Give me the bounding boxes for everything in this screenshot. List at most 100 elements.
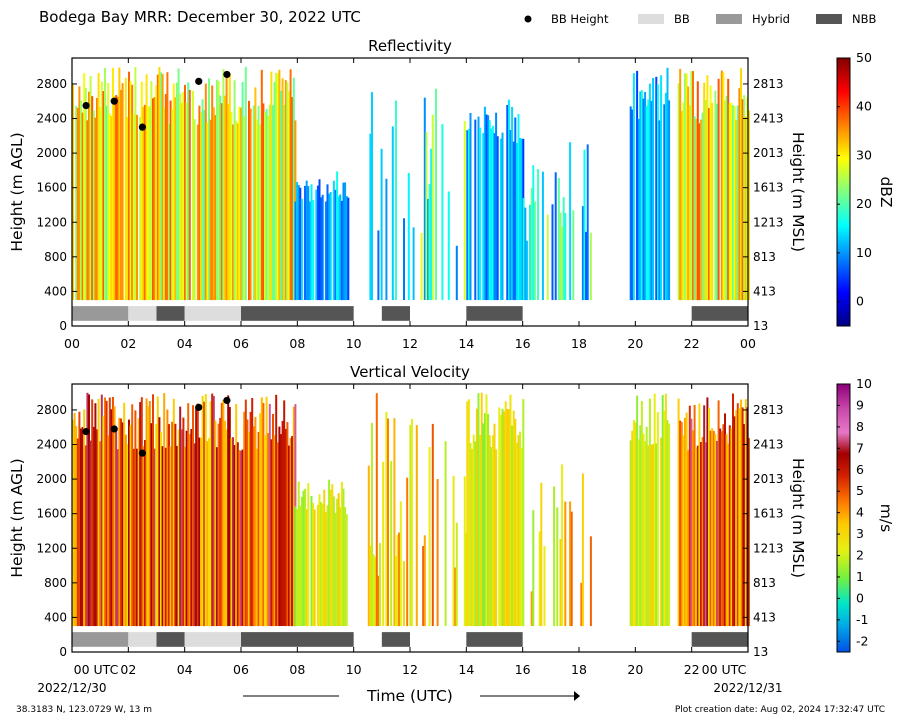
data-stripe [94,403,97,627]
data-stripe [423,535,426,627]
y-tick-label-left: 800 [44,576,67,590]
data-stripe [172,83,175,301]
colorbar-gradient [836,383,851,653]
data-stripe [265,108,268,301]
data-stripe [532,165,535,301]
data-stripe [134,67,137,301]
classification-bar [72,306,748,321]
y-tick-label-left: 400 [44,610,67,624]
data-stripe [251,398,254,627]
plot-creation-date: Plot creation date: Aug 02, 2024 17:32:4… [674,705,885,715]
y-axis-label-left: Height (m AGL) [8,132,26,251]
data-stripe [685,73,688,301]
data-stripe [744,116,747,301]
data-stripe [244,399,247,627]
data-stripe [129,80,132,300]
data-stripe [375,393,378,626]
x-tick-label: 14 [458,336,474,351]
data-stripe [690,418,693,627]
data-stripe [120,418,122,626]
data-stripe [96,429,98,626]
data-stripe [559,212,562,300]
data-stripe [344,507,347,626]
data-stripe [687,86,690,301]
data-stripe [743,95,746,301]
y-tick-label-left: 400 [44,284,67,298]
y-tick-label-right: 1213 [753,541,784,555]
data-stripe [463,476,466,627]
data-stripe [645,105,648,300]
data-stripe [668,423,671,627]
data-stripe [92,426,95,626]
data-stripe [185,102,188,300]
data-stripe [97,73,100,300]
data-stripe [345,196,348,301]
data-stripe [126,444,129,627]
bb-height-point [223,396,231,405]
data-stripe [160,72,162,301]
data-stripe [679,420,682,627]
legend-label-bb-height: BB Height [551,12,609,26]
data-stripe [161,446,164,627]
data-stripe [195,407,198,627]
data-stripe [561,226,564,300]
data-stripe [387,418,389,626]
data-stripe [292,77,295,301]
data-stripe [347,197,350,300]
data-stripe [639,425,642,626]
data-stripe [270,71,273,301]
data-stripe [469,443,472,626]
data-stripe [391,126,394,301]
class-segment-nbb [381,306,410,321]
y-tick-label-right: 2413 [753,112,784,126]
data-stripe [115,428,118,626]
data-stripe [208,78,210,301]
data-stripe [174,423,177,627]
data-stripe [166,72,169,301]
data-stripe [296,182,299,300]
data-stripe [471,448,474,626]
data-stripe [637,439,640,627]
data-stripe [403,218,405,300]
y-tick-label-right: 2813 [753,403,784,417]
data-stripe [581,473,584,627]
data-stripe [435,88,437,300]
data-stripe [161,73,164,301]
data-stripe [241,449,244,626]
data-stripe [385,178,388,301]
y-tick-label-right: 413 [753,610,776,624]
data-stripe [744,399,747,627]
y-tick-label-right: 813 [753,576,776,590]
data-stripe [188,89,191,301]
data-stripe [741,407,744,627]
x-tick-label: 06 [233,662,249,677]
data-stripe [493,133,496,301]
data-stripe [483,106,486,300]
data-stripe [107,83,110,300]
data-stripe [345,514,348,626]
data-stripe [716,441,718,627]
data-stripe [668,100,671,301]
data-stripe [145,398,148,627]
data-stripe [664,393,667,626]
data-stripe [490,128,493,301]
data-stripe [198,437,201,627]
data-stripe [409,424,412,627]
colorbar-tick-label: 3 [856,526,864,541]
class-segment-hybrid [72,306,129,321]
data-stripe [748,438,750,627]
data-stripe [291,97,294,301]
data-stripe [248,431,250,627]
data-stripe [182,417,185,626]
data-stripe [537,169,540,300]
data-stripe [113,406,116,626]
data-stripe [487,115,490,300]
data-stripe [741,99,744,301]
data-stripe [153,448,156,627]
data-stripe [631,109,634,301]
bb-height-point [82,427,90,436]
data-stripe [554,172,557,301]
data-stripe [281,420,284,626]
data-stripe [735,120,738,301]
data-stripe [121,83,124,300]
